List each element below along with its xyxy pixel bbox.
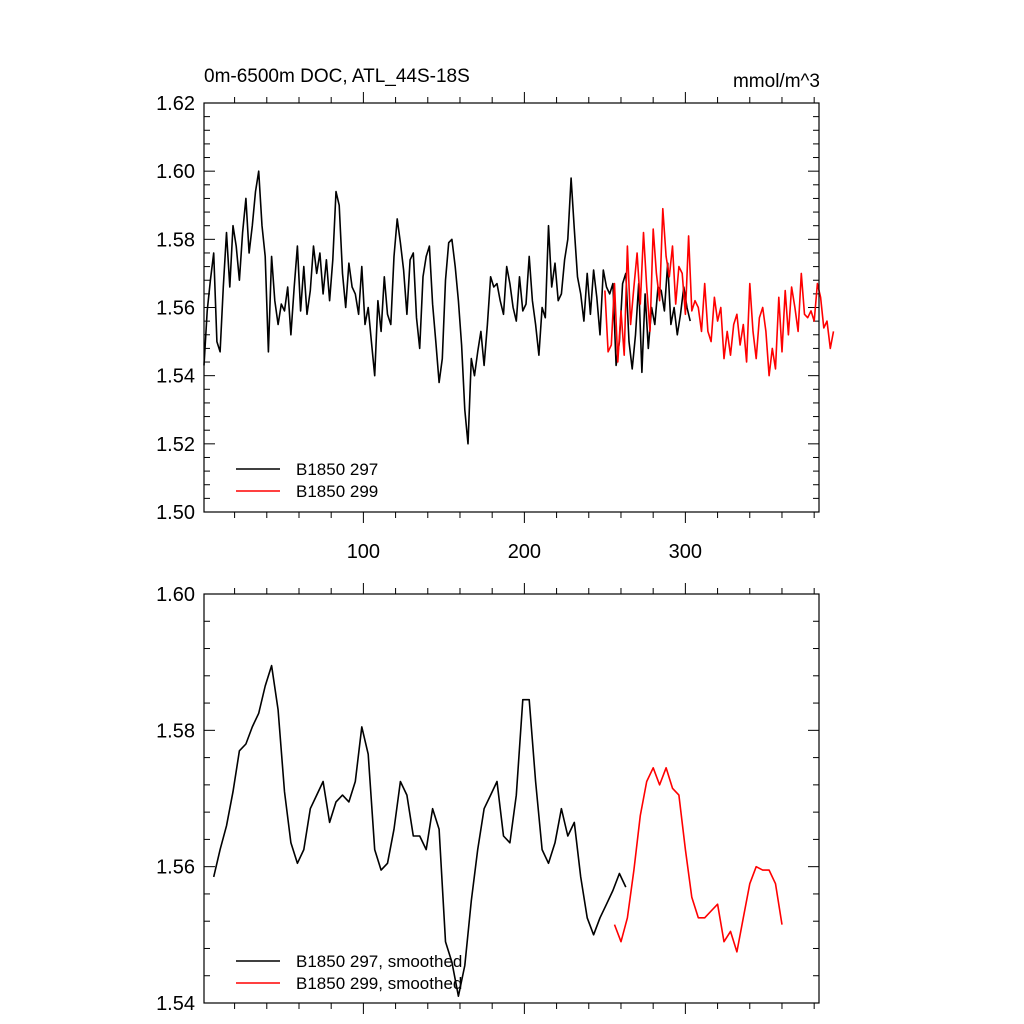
top-chart-ytick-label: 1.50 bbox=[156, 502, 195, 524]
top-chart-xtick-label: 200 bbox=[508, 541, 541, 563]
top-chart-ytick-label: 1.54 bbox=[156, 366, 195, 388]
bottom-chart-legend: B1850 297, smoothed B1850 299, smoothed bbox=[236, 952, 462, 993]
top-chart-y-tick-labels: 1.50 1.52 1.54 1.56 1.58 1.60 1.62 bbox=[156, 93, 195, 524]
bottom-chart-y-tick-labels: 1.54 1.56 1.58 1.60 bbox=[156, 584, 195, 1015]
bottom-chart-ytick-label: 1.60 bbox=[156, 584, 195, 606]
top-chart-ytick-label: 1.58 bbox=[156, 229, 195, 251]
bottom-chart-frame bbox=[203, 593, 820, 1004]
bottom-chart-ytick-label: 1.56 bbox=[156, 857, 195, 879]
top-chart-series bbox=[203, 170, 835, 445]
top-chart-xtick-label: 300 bbox=[669, 541, 702, 563]
bottom-chart: 1.54 1.56 1.58 1.60 B1850 297, smoothed B18… bbox=[156, 583, 820, 1015]
bottom-chart-series-line-2 bbox=[613, 766, 783, 953]
top-chart-ticks bbox=[204, 92, 819, 523]
top-chart-series-line-2 bbox=[604, 207, 835, 377]
top-chart: 0m-6500m DOC, ATL_44S-18S mmol/m^3 1.501… bbox=[156, 66, 835, 563]
top-chart-frame bbox=[203, 102, 820, 513]
bottom-chart-series bbox=[212, 664, 783, 998]
top-chart-x-tick-labels: 100 200 300 bbox=[347, 541, 702, 563]
legend-label-b1850-299-smoothed: B1850 299, smoothed bbox=[296, 974, 462, 993]
top-chart-legend: B1850 297 B1850 299 bbox=[236, 460, 378, 501]
legend-label-b1850-299: B1850 299 bbox=[296, 482, 378, 501]
top-chart-title: 0m-6500m DOC, ATL_44S-18S bbox=[204, 66, 470, 87]
bottom-chart-series-line-1 bbox=[212, 664, 627, 998]
top-chart-units: mmol/m^3 bbox=[733, 71, 820, 92]
top-chart-ytick-label: 1.62 bbox=[156, 93, 195, 115]
legend-label-b1850-297: B1850 297 bbox=[296, 460, 378, 479]
top-chart-ytick-label: 1.52 bbox=[156, 434, 195, 456]
top-chart-xtick-label: 100 bbox=[347, 541, 380, 563]
bottom-chart-ytick-label: 1.54 bbox=[156, 993, 195, 1015]
top-chart-series-line-1 bbox=[203, 170, 691, 445]
bottom-chart-ytick-label: 1.58 bbox=[156, 720, 195, 742]
top-chart-ytick-label: 1.56 bbox=[156, 298, 195, 320]
legend-label-b1850-297-smoothed: B1850 297, smoothed bbox=[296, 952, 462, 971]
top-chart-ytick-label: 1.60 bbox=[156, 161, 195, 183]
